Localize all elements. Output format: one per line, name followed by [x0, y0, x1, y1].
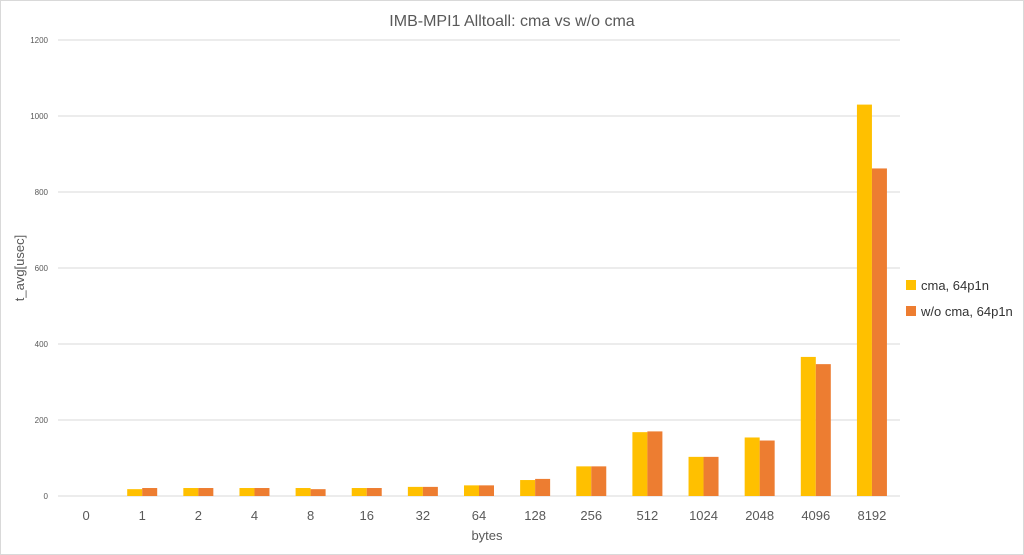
bar-wo-cma-32	[422, 486, 438, 496]
bar-cma-4096	[800, 356, 816, 496]
x-tick-label: 0	[82, 508, 89, 523]
y-tick-label: 800	[35, 188, 49, 197]
y-tick-label: 400	[35, 340, 49, 349]
bar-cma-16	[351, 488, 367, 496]
bar-wo-cma-8192	[871, 168, 887, 496]
bar-wo-cma-4	[254, 488, 270, 496]
bar-cma-64	[464, 485, 479, 496]
y-tick-label: 600	[35, 264, 49, 273]
bar-wo-cma-64	[479, 485, 494, 496]
legend-label-wo-cma: w/o cma, 64p1n	[921, 303, 1013, 319]
chart-title: IMB-MPI1 Alltoall: cma vs w/o cma	[389, 13, 634, 30]
x-tick-label: 64	[472, 508, 486, 523]
x-tick-label: 512	[637, 508, 659, 523]
bar-wo-cma-256	[591, 466, 607, 496]
legend-label-cma: cma, 64p1n	[921, 277, 989, 293]
x-tick-label: 8192	[857, 508, 886, 523]
bar-cma-4	[239, 488, 255, 496]
x-axis-title: bytes	[471, 528, 503, 543]
bar-cma-512	[632, 432, 648, 496]
x-tick-label: 8	[307, 508, 314, 523]
legend-swatch-wo-cma	[906, 306, 916, 316]
bar-wo-cma-2	[198, 488, 214, 496]
bar-wo-cma-16	[366, 488, 382, 496]
y-tick-label: 0	[44, 492, 49, 501]
bar-cma-256	[576, 466, 592, 496]
bar-cma-32	[407, 486, 423, 496]
x-tick-label: 256	[580, 508, 602, 523]
legend-item-cma: cma, 64p1n	[906, 272, 1013, 298]
x-tick-labels: 0 1 2 4 8 16 32 64 128 256 512 1024 2048 4096 8192	[82, 508, 886, 523]
x-tick-label: 4	[251, 508, 258, 523]
bar-wo-cma-1024	[703, 456, 719, 496]
bar-wo-cma-8	[310, 489, 326, 496]
x-tick-label: 1024	[689, 508, 718, 523]
x-tick-label: 1	[139, 508, 146, 523]
y-axis-title: t_avg[usec]	[12, 235, 27, 302]
bar-wo-cma-1	[142, 488, 158, 496]
bar-cma-2	[183, 488, 199, 496]
bar-wo-cma-2048	[759, 440, 775, 496]
bar-cma-2048	[744, 437, 760, 496]
bars	[127, 104, 887, 496]
bar-wo-cma-512	[647, 431, 663, 496]
x-tick-label: 128	[524, 508, 546, 523]
x-tick-label: 2048	[745, 508, 774, 523]
x-tick-label: 4096	[801, 508, 830, 523]
gridlines	[58, 39, 900, 497]
bar-cma-128	[520, 480, 536, 496]
legend-swatch-cma	[906, 280, 916, 290]
bar-cma-1	[127, 489, 143, 496]
y-tick-label: 1200	[30, 36, 48, 45]
bar-wo-cma-128	[535, 478, 551, 496]
bar-cma-8	[295, 488, 311, 496]
x-tick-label: 2	[195, 508, 202, 523]
bar-wo-cma-4096	[815, 364, 831, 496]
legend-item-wo-cma: w/o cma, 64p1n	[906, 298, 1013, 324]
y-tick-label: 200	[35, 416, 49, 425]
x-tick-label: 32	[416, 508, 430, 523]
bar-cma-1024	[688, 456, 704, 496]
x-tick-label: 16	[359, 508, 373, 523]
y-tick-labels: 0 200 400 600 800 1000 1200	[30, 36, 48, 501]
legend: cma, 64p1n w/o cma, 64p1n	[906, 272, 1013, 324]
bar-cma-8192	[856, 104, 872, 496]
y-tick-label: 1000	[30, 112, 48, 121]
